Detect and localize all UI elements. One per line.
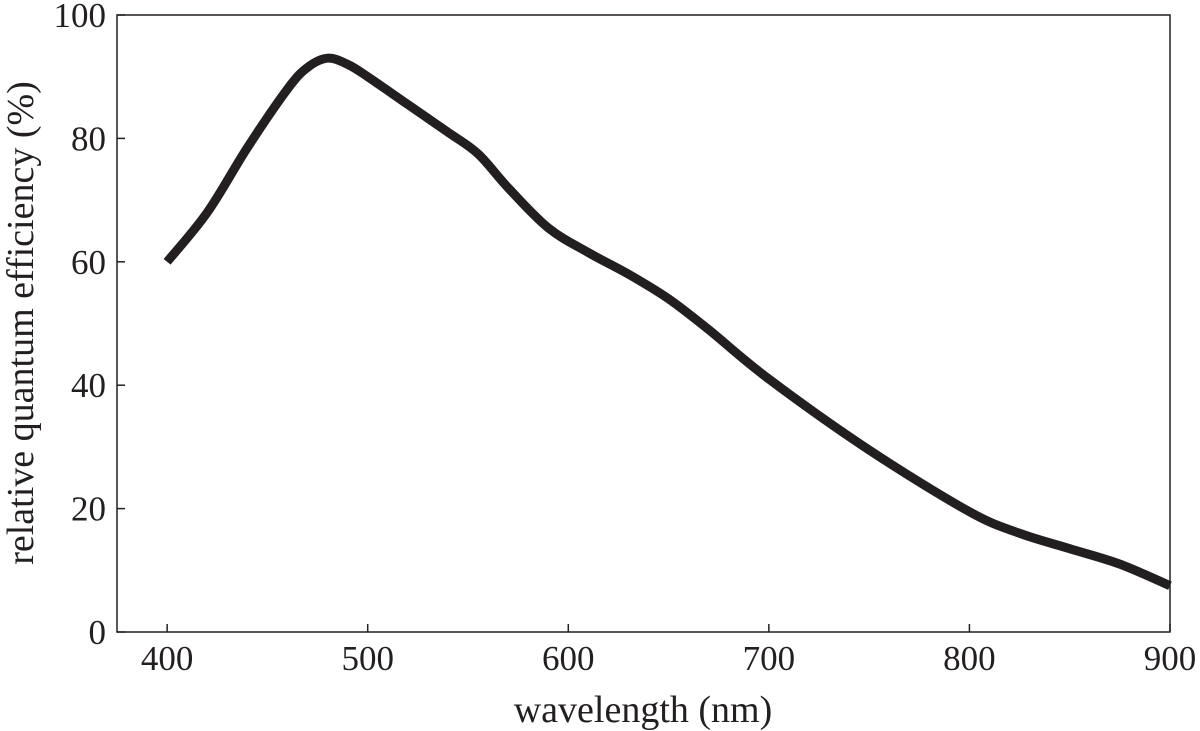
x-tick-label: 600 [542, 639, 595, 678]
y-tick-label: 20 [71, 490, 106, 529]
x-axis-title: wavelength (nm) [514, 689, 773, 731]
plot-frame [116, 14, 1171, 633]
axis-ticks [117, 14, 1171, 633]
y-tick-label: 0 [89, 613, 107, 652]
x-tick-label: 700 [743, 639, 796, 678]
x-tick-label: 400 [141, 639, 194, 678]
y-tick-label: 40 [71, 366, 106, 405]
y-tick-label: 80 [71, 119, 106, 158]
efficiency-curve [163, 53, 1172, 590]
y-tick-label: 100 [54, 0, 107, 35]
y-axis-title: relative quantum efficiency (%) [0, 81, 42, 565]
x-tick-label: 900 [1144, 639, 1197, 678]
tick-labels: 400 500 600 700 800 900 0 20 40 60 80 100 [54, 0, 1197, 678]
y-tick-label: 60 [71, 243, 106, 282]
x-tick-label: 800 [943, 639, 996, 678]
x-tick-label: 500 [341, 639, 394, 678]
